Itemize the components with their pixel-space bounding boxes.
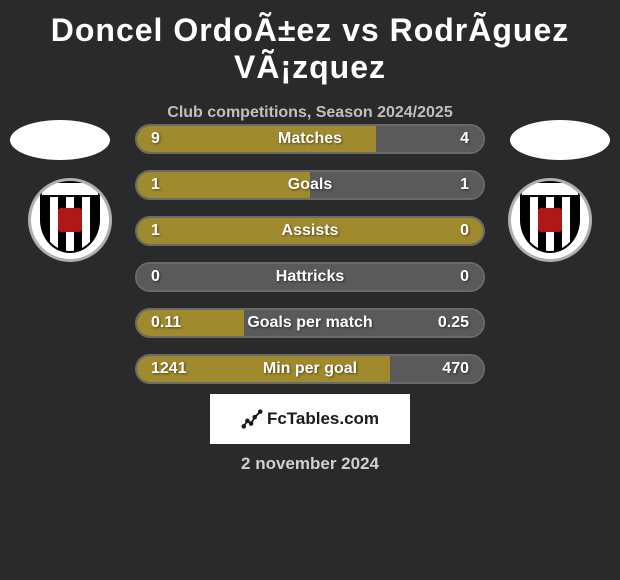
stat-value-right: 0: [460, 268, 469, 286]
stat-label: Matches: [278, 130, 342, 148]
stat-row-assists: 1 Assists 0: [135, 216, 485, 246]
player-avatar-left: [10, 120, 110, 160]
watermark: FcTables.com: [210, 394, 410, 444]
stat-fill-right: [310, 172, 483, 198]
stat-label: Goals: [288, 176, 332, 194]
stat-value-right: 470: [442, 360, 469, 378]
team-badge-left: [28, 178, 112, 262]
stat-value-right: 1: [460, 176, 469, 194]
stat-label: Assists: [282, 222, 339, 240]
watermark-text: FcTables.com: [267, 409, 379, 429]
team-badge-right: [508, 178, 592, 262]
badge-stripes-icon: [40, 187, 100, 253]
subtitle: Club competitions, Season 2024/2025: [0, 104, 620, 122]
stat-value-left: 1: [151, 222, 160, 240]
stat-value-right: 4: [460, 130, 469, 148]
stat-value-left: 1241: [151, 360, 187, 378]
stat-row-gpm: 0.11 Goals per match 0.25: [135, 308, 485, 338]
stat-label: Hattricks: [276, 268, 344, 286]
page-title: Doncel OrdoÃ±ez vs RodrÃ­guez VÃ¡zquez: [0, 0, 620, 86]
stat-row-goals: 1 Goals 1: [135, 170, 485, 200]
stat-value-left: 0.11: [151, 314, 181, 332]
stat-row-mpg: 1241 Min per goal 470: [135, 354, 485, 384]
stat-value-left: 0: [151, 268, 160, 286]
stat-value-right: 0.25: [438, 314, 469, 332]
badge-stripes-icon: [520, 187, 580, 253]
logo-icon: [241, 408, 263, 430]
stat-fill-left: [137, 172, 310, 198]
stat-label: Goals per match: [247, 314, 372, 332]
stat-row-matches: 9 Matches 4: [135, 124, 485, 154]
stats-container: 9 Matches 4 1 Goals 1 1 Assists 0 0 Hatt…: [135, 124, 485, 400]
stat-label: Min per goal: [263, 360, 357, 378]
stat-value-left: 1: [151, 176, 160, 194]
stat-value-left: 9: [151, 130, 160, 148]
stat-row-hattricks: 0 Hattricks 0: [135, 262, 485, 292]
player-avatar-right: [510, 120, 610, 160]
date-label: 2 november 2024: [0, 454, 620, 474]
stat-value-right: 0: [460, 222, 469, 240]
